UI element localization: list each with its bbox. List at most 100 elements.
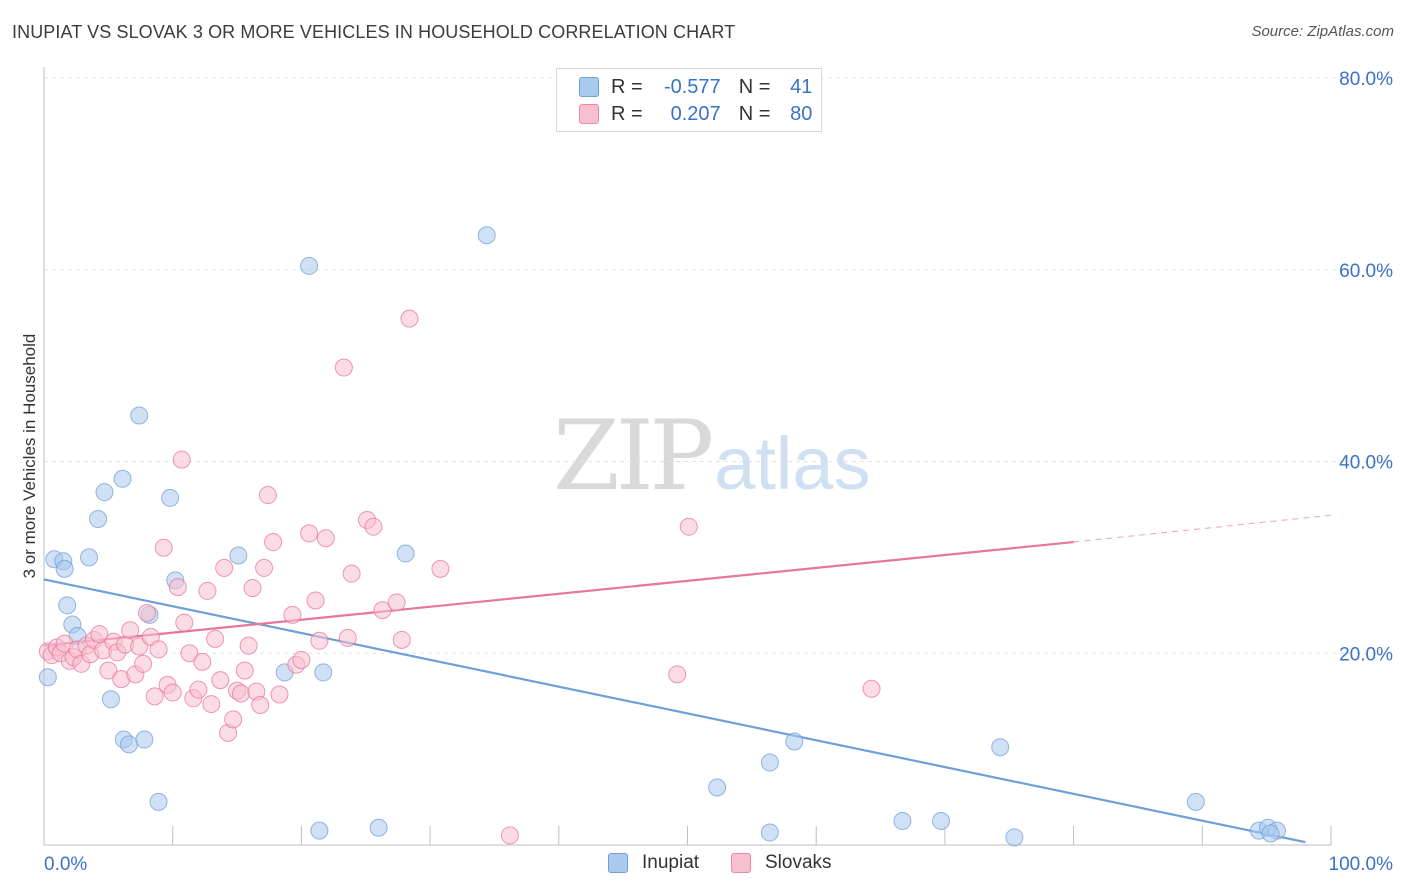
point-slovaks <box>364 517 383 536</box>
legend-row-inupiat: R = -0.577 N = 41 <box>579 74 812 100</box>
point-slovaks <box>300 524 319 543</box>
legend-swatch-slovaks <box>579 104 599 124</box>
point-inupiat <box>310 821 329 840</box>
point-slovaks <box>121 621 140 640</box>
axes <box>43 67 1332 846</box>
point-inupiat <box>991 738 1010 757</box>
legend-n-value: 80 <box>790 102 813 125</box>
point-inupiat <box>477 226 496 245</box>
point-inupiat <box>149 792 168 811</box>
watermark: ZIPatlas <box>553 400 871 512</box>
point-slovaks <box>172 450 191 469</box>
legend-r-label: R = <box>611 102 643 125</box>
point-inupiat <box>89 510 108 529</box>
point-inupiat <box>161 488 180 507</box>
point-inupiat <box>130 406 149 425</box>
point-slovaks <box>235 661 254 680</box>
y-tick-label: 40.0% <box>1339 453 1393 474</box>
point-slovaks <box>400 309 419 328</box>
trend-line-inupiat <box>43 578 1306 844</box>
point-slovaks <box>387 593 406 612</box>
point-slovaks <box>668 665 687 684</box>
point-inupiat <box>135 730 154 749</box>
legend-item-slovaks: Slovaks <box>731 852 832 874</box>
point-slovaks <box>500 826 519 845</box>
point-slovaks <box>334 358 353 377</box>
y-tick-label: 20.0% <box>1339 644 1393 665</box>
y-tick-label: 60.0% <box>1339 261 1393 282</box>
legend-n-label: N = <box>738 102 771 125</box>
point-inupiat <box>760 823 779 842</box>
point-inupiat <box>55 559 74 578</box>
point-inupiat <box>314 663 333 682</box>
point-slovaks <box>99 661 118 680</box>
point-inupiat <box>300 256 319 275</box>
point-slovaks <box>270 685 289 704</box>
point-slovaks <box>206 629 225 648</box>
point-slovaks <box>202 695 221 714</box>
point-slovaks <box>180 644 199 663</box>
chart-source: Source: ZipAtlas.com <box>1251 23 1394 40</box>
point-slovaks <box>224 710 243 729</box>
legend-label-inupiat: Inupiat <box>642 852 700 873</box>
point-slovaks <box>310 631 329 650</box>
point-slovaks <box>283 605 302 624</box>
trend-extension-slovaks <box>1073 514 1332 543</box>
point-slovaks <box>316 529 335 548</box>
watermark-zip: ZIP <box>553 400 714 512</box>
point-slovaks <box>215 558 234 577</box>
point-slovaks <box>168 578 187 597</box>
legend-n-value: 41 <box>790 75 813 98</box>
point-slovaks <box>306 591 325 610</box>
legend-r-value: -0.577 <box>663 75 721 98</box>
point-inupiat <box>1186 792 1205 811</box>
point-inupiat <box>369 818 388 837</box>
point-inupiat <box>893 812 912 831</box>
point-slovaks <box>198 581 217 600</box>
legend-r-label: R = <box>611 75 643 98</box>
data-points <box>38 226 1286 847</box>
legend-swatch-inupiat <box>608 853 628 873</box>
point-inupiat <box>229 546 248 565</box>
point-inupiat <box>396 544 415 563</box>
point-slovaks <box>342 564 361 583</box>
point-slovaks <box>292 650 311 669</box>
legend-swatch-inupiat <box>579 77 599 97</box>
point-slovaks <box>175 613 194 632</box>
trend-lines <box>43 514 1332 844</box>
point-inupiat <box>113 469 132 488</box>
point-inupiat <box>785 732 804 751</box>
point-slovaks <box>338 628 357 647</box>
point-inupiat <box>38 668 57 687</box>
point-slovaks <box>264 533 283 552</box>
point-slovaks <box>145 687 164 706</box>
series-legend: Inupiat Slovaks <box>0 852 1406 878</box>
point-slovaks <box>149 640 168 659</box>
legend-r-value: 0.207 <box>670 102 721 125</box>
point-slovaks <box>251 696 270 715</box>
point-inupiat <box>1005 828 1024 847</box>
point-slovaks <box>130 637 149 656</box>
point-inupiat <box>119 735 138 754</box>
legend-n-label: N = <box>738 75 771 98</box>
legend-swatch-slovaks <box>731 853 751 873</box>
point-slovaks <box>231 684 250 703</box>
point-slovaks <box>163 683 182 702</box>
y-tick-label: 80.0% <box>1339 69 1393 90</box>
legend-item-inupiat: Inupiat <box>608 852 699 874</box>
x-tick-label: 100.0% <box>1329 854 1394 875</box>
point-slovaks <box>211 671 230 690</box>
trend-line-slovaks <box>43 540 1074 647</box>
point-slovaks <box>862 679 881 698</box>
point-slovaks <box>154 538 173 557</box>
point-inupiat <box>58 596 77 615</box>
point-slovaks <box>243 579 262 598</box>
correlation-legend: R = -0.577 N = 41 R = 0.207 N = 80 <box>556 68 822 132</box>
point-slovaks <box>679 517 698 536</box>
point-slovaks <box>392 630 411 649</box>
point-inupiat <box>1261 824 1280 843</box>
point-inupiat <box>708 778 727 797</box>
point-slovaks <box>431 559 450 578</box>
point-inupiat <box>101 690 120 709</box>
legend-label-slovaks: Slovaks <box>765 852 832 873</box>
